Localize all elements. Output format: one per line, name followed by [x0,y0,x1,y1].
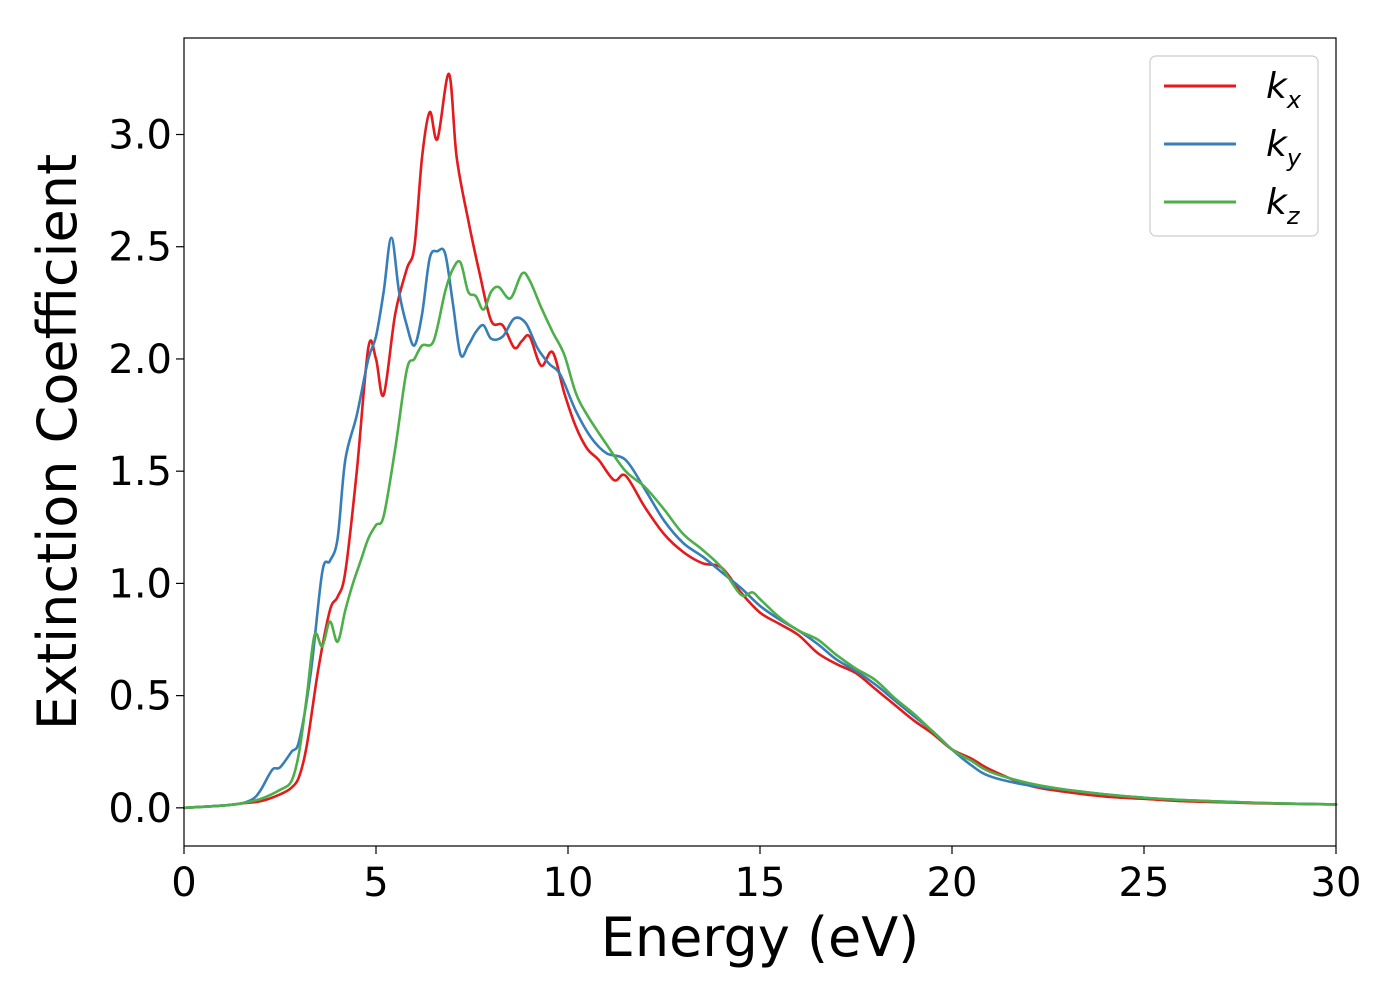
series-line-ky [182,236,1338,810]
x-tick-label: 25 [1119,860,1170,906]
legend-label-kz: kz [1266,182,1301,230]
x-tick-label: 15 [735,860,786,906]
y-tick-label: 1.5 [108,449,172,495]
y-tick-label: 2.0 [108,337,172,383]
series-line-kz [182,259,1338,810]
x-tick-label: 10 [543,860,594,906]
x-tick-label: 20 [927,860,978,906]
y-axis: 0.0 0.5 1.0 1.5 2.0 2.5 3.0 [108,113,184,832]
y-tick-label: 0.0 [108,786,172,832]
series-layer [182,72,1338,810]
y-axis-label: Extinction Coefficient [26,154,89,730]
legend-label-ky: ky [1266,124,1302,172]
y-tick-label: 3.0 [108,113,172,159]
y-tick-label: 0.5 [108,674,172,720]
legend-box [1149,55,1319,237]
legend: kx ky kz [1149,55,1319,237]
x-tick-label: 30 [1311,860,1362,906]
x-tick-label: 5 [363,860,388,906]
x-axis-label: Energy (eV) [601,906,920,969]
y-tick-label: 2.5 [108,225,172,271]
x-axis: 0 5 10 15 20 25 30 [171,846,1361,906]
x-tick-label: 0 [171,860,196,906]
y-tick-label: 1.0 [108,561,172,607]
legend-label-kx: kx [1266,66,1302,114]
